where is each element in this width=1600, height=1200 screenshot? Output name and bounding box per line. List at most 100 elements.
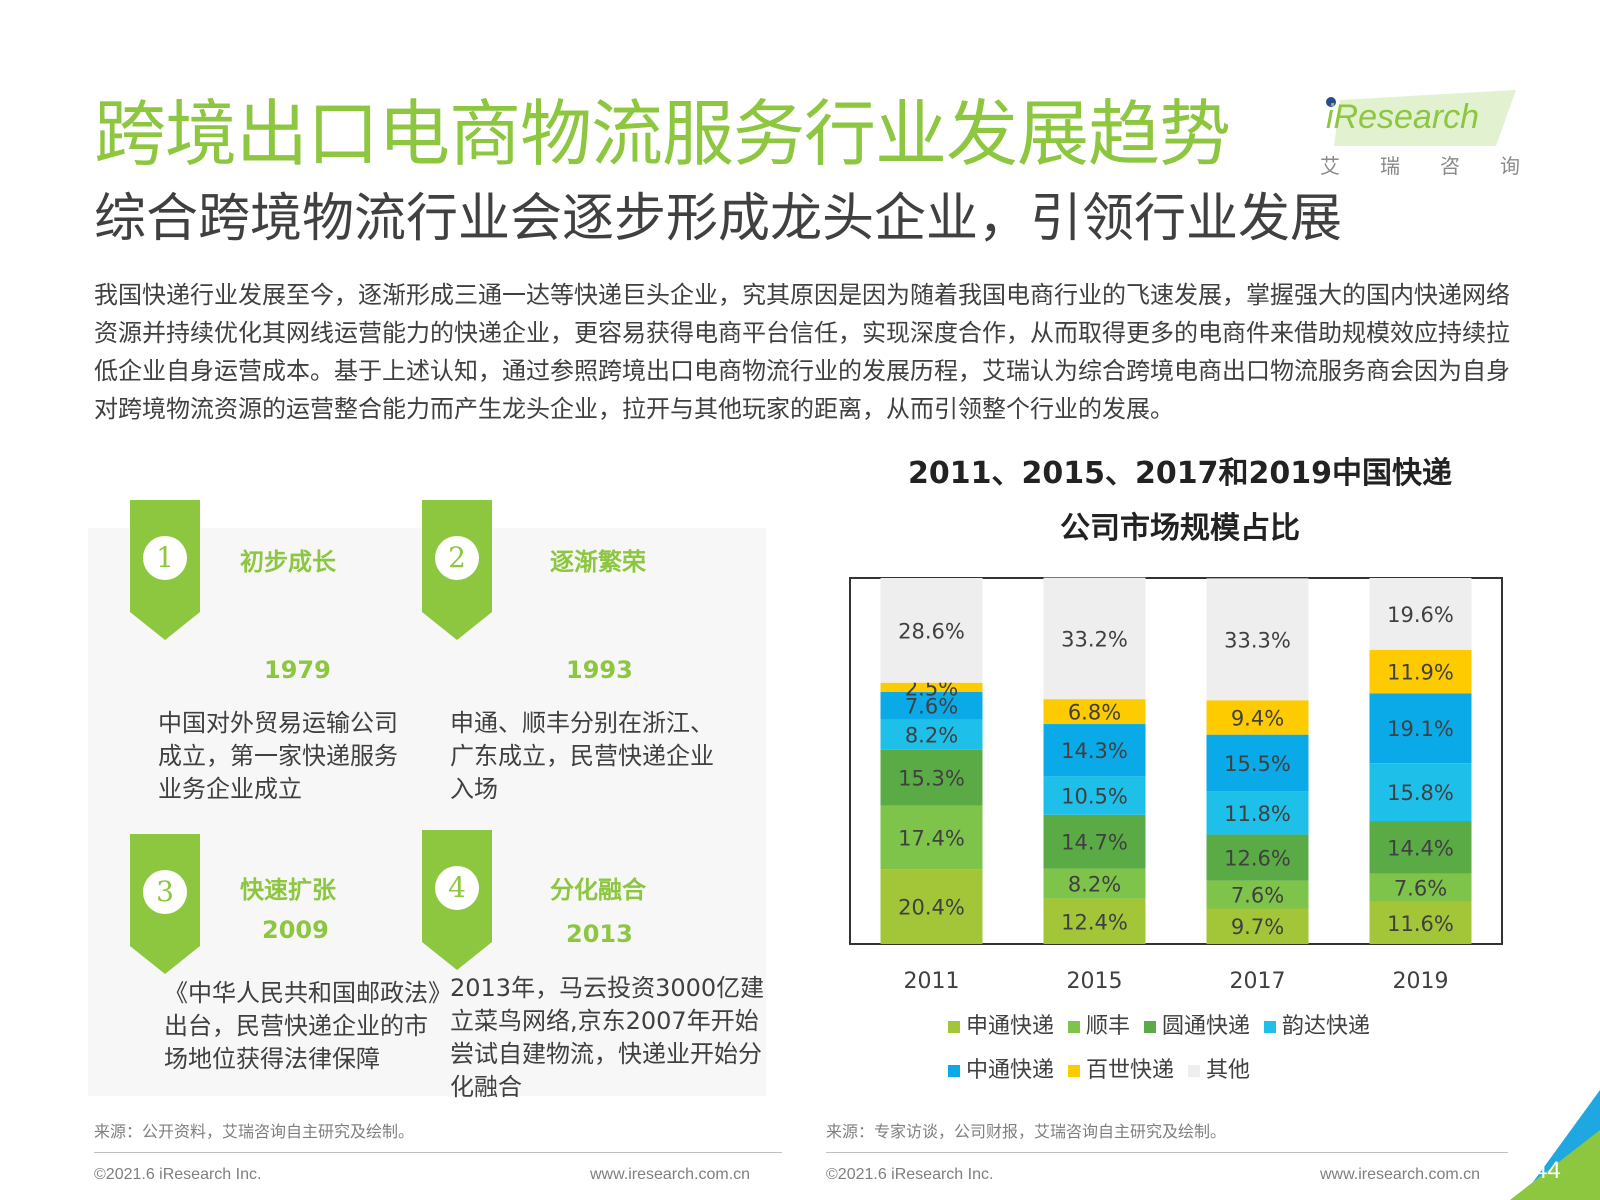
stage-2-description: 申通、顺丰分别在浙江、广东成立，民营快递企业入场 bbox=[450, 709, 714, 803]
data-label: 14.4% bbox=[1387, 836, 1454, 860]
data-label: 7.6% bbox=[1394, 877, 1447, 901]
bar-segment-2011-圆通快递 bbox=[880, 749, 983, 806]
legend-label: 圆通快递 bbox=[1162, 1014, 1251, 1039]
legend-label: 韵达快递 bbox=[1282, 1014, 1371, 1039]
stage-1-title: 初步成长 bbox=[240, 548, 336, 576]
legend-swatch bbox=[948, 1065, 960, 1077]
stage-4-year: 2013 bbox=[566, 920, 633, 948]
footer-divider-left bbox=[94, 1152, 782, 1153]
logo-char: 咨 bbox=[1440, 154, 1460, 178]
legend-swatch bbox=[1068, 1021, 1081, 1033]
bar-segment-2017-圆通快递 bbox=[1206, 834, 1309, 881]
bar-segment-2017-顺丰 bbox=[1206, 880, 1309, 909]
stage-3-title: 快速扩张 bbox=[240, 876, 336, 904]
bar-segment-2019-中通快递 bbox=[1369, 693, 1472, 764]
source-right: 来源：专家访谈，公司财报，艾瑞咨询自主研究及绘制。 bbox=[826, 1122, 1227, 1141]
legend-row: 申通快递 顺丰 圆通快递 韵达快递 bbox=[948, 1005, 1448, 1049]
chart-title-line: 公司市场规模占比 bbox=[1060, 511, 1300, 546]
data-label: 15.3% bbox=[898, 767, 965, 791]
legend-label: 申通快递 bbox=[966, 1014, 1055, 1039]
data-label: 33.3% bbox=[1224, 628, 1291, 652]
data-label: 19.1% bbox=[1387, 717, 1454, 741]
bar-segment-2011-韵达快递 bbox=[880, 719, 983, 750]
data-label: 10.5% bbox=[1061, 785, 1128, 809]
chart-legend: 申通快递 顺丰 圆通快递 韵达快递中通快递 百世快递 其他 bbox=[948, 1005, 1448, 1093]
data-label: 7.6% bbox=[1231, 884, 1284, 908]
data-label: 7.6% bbox=[905, 695, 958, 719]
bar-segment-2015-韵达快递 bbox=[1043, 776, 1146, 815]
stage-1-year: 1979 bbox=[264, 656, 331, 684]
stacked-bar-chart: 20.4%17.4%15.3%8.2%7.6%2.5%28.6%201112.4… bbox=[849, 577, 1503, 994]
legend-item: 中通快递 bbox=[948, 1049, 1054, 1093]
legend-item: 韵达快递 bbox=[1264, 1005, 1370, 1049]
data-label: 11.9% bbox=[1387, 661, 1454, 685]
stage-3-description: 《中华人民共和国邮政法》出台，民营快递企业的市场地位获得法律保障 bbox=[164, 979, 440, 1073]
page-title: 跨境出口电商物流服务行业发展趋势 bbox=[94, 92, 1231, 176]
bar-segment-2011-中通快递 bbox=[880, 691, 983, 720]
data-label: 11.8% bbox=[1224, 802, 1291, 826]
data-label: 14.3% bbox=[1061, 739, 1128, 763]
bar-segment-2017-其他 bbox=[1206, 578, 1309, 701]
bar-segment-2015-申通快递 bbox=[1043, 898, 1146, 944]
legend-item: 其他 bbox=[1188, 1049, 1250, 1093]
data-label: 19.6% bbox=[1387, 603, 1454, 627]
footer-copyright-right: ©2021.6 iResearch Inc. bbox=[826, 1166, 994, 1183]
x-tick-label: 2015 bbox=[1067, 969, 1123, 994]
data-label: 9.4% bbox=[1231, 706, 1284, 730]
page-number: 44 bbox=[1534, 1157, 1561, 1184]
data-label: 12.6% bbox=[1224, 847, 1291, 871]
legend-swatch bbox=[1068, 1065, 1081, 1077]
data-label: 15.8% bbox=[1387, 781, 1454, 805]
bar-segment-2019-圆通快递 bbox=[1369, 821, 1472, 874]
data-label: 14.7% bbox=[1061, 831, 1128, 855]
data-label: 12.4% bbox=[1061, 910, 1128, 934]
data-label: 28.6% bbox=[898, 619, 965, 643]
bar-segment-2011-顺丰 bbox=[880, 805, 983, 870]
stage-2-ribbon: 2 bbox=[422, 500, 492, 640]
bar-segment-2017-申通快递 bbox=[1206, 908, 1309, 944]
bar-segment-2017-韵达快递 bbox=[1206, 791, 1309, 835]
bar-segment-2015-百世快递 bbox=[1043, 699, 1146, 725]
bar-segment-2019-百世快递 bbox=[1369, 649, 1472, 694]
bar-segment-2019-其他 bbox=[1369, 578, 1472, 650]
stage-3-number: 3 bbox=[143, 870, 187, 914]
legend-swatch bbox=[1144, 1021, 1157, 1033]
x-tick-label: 2011 bbox=[904, 969, 960, 994]
logo-char: 瑞 bbox=[1380, 154, 1400, 178]
data-label: 17.4% bbox=[898, 826, 965, 850]
bar-segment-2011-其他 bbox=[880, 578, 983, 683]
plot-area-frame bbox=[849, 577, 1503, 945]
stage-4-ribbon: 4 bbox=[422, 830, 492, 970]
bar-segment-2019-韵达快递 bbox=[1369, 763, 1472, 822]
stage-1-description: 中国对外贸易运输公司成立，第一家快递服务业务企业成立 bbox=[158, 709, 398, 803]
bar-segment-2015-中通快递 bbox=[1043, 724, 1146, 777]
stage-1-number: 1 bbox=[143, 536, 187, 580]
source-left: 来源：公开资料，艾瑞咨询自主研究及绘制。 bbox=[94, 1122, 415, 1141]
stage-2-year: 1993 bbox=[566, 656, 633, 684]
stage-4-title: 分化融合 bbox=[550, 876, 646, 904]
footer-website-left: www.iresearch.com.cn bbox=[590, 1166, 751, 1183]
legend-label: 中通快递 bbox=[966, 1058, 1055, 1083]
data-label: 8.2% bbox=[1068, 873, 1121, 897]
data-label: 20.4% bbox=[898, 896, 965, 920]
iresearch-logo: iResearch 艾 瑞 咨 询 bbox=[1320, 88, 1520, 178]
legend-swatch bbox=[1188, 1065, 1201, 1077]
legend-swatch bbox=[1264, 1021, 1277, 1033]
bar-segment-2011-百世快递 bbox=[880, 682, 983, 692]
x-tick-label: 2017 bbox=[1230, 969, 1286, 994]
chart-title: 2011、2015、2017和2019中国快递 公司市场规模占比 bbox=[820, 446, 1540, 556]
legend-label: 百世快递 bbox=[1086, 1058, 1175, 1083]
data-label: 6.8% bbox=[1068, 701, 1121, 725]
data-label: 9.7% bbox=[1231, 915, 1284, 939]
intro-paragraph: 我国快递行业发展至今，逐渐形成三通一达等快递巨头企业，究其原因是因为随着我国电商… bbox=[94, 281, 1510, 423]
bar-segment-2015-顺丰 bbox=[1043, 868, 1146, 899]
stage-1-ribbon: 1 bbox=[130, 500, 200, 640]
logo-char: 艾 bbox=[1320, 154, 1340, 178]
logo-chinese: 艾 瑞 咨 询 bbox=[1320, 150, 1520, 179]
stage-3-ribbon: 3 bbox=[130, 834, 200, 974]
bar-segment-2015-圆通快递 bbox=[1043, 814, 1146, 869]
corner-decoration bbox=[1510, 1090, 1600, 1200]
bar-segment-2017-百世快递 bbox=[1206, 700, 1309, 735]
legend-label: 顺丰 bbox=[1086, 1014, 1131, 1039]
stage-4-number: 4 bbox=[435, 866, 479, 910]
